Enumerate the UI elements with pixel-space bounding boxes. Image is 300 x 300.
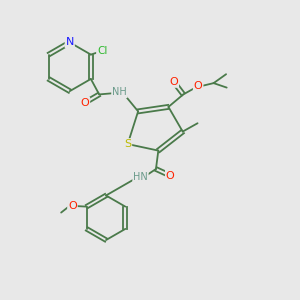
Text: O: O — [166, 171, 175, 181]
Text: O: O — [169, 77, 178, 87]
Text: S: S — [124, 139, 131, 149]
Text: O: O — [68, 201, 77, 211]
Text: Cl: Cl — [97, 46, 107, 56]
Text: HN: HN — [133, 172, 148, 182]
Text: N: N — [66, 38, 74, 47]
Text: O: O — [194, 81, 203, 91]
Text: NH: NH — [112, 87, 127, 97]
Text: O: O — [80, 98, 89, 108]
